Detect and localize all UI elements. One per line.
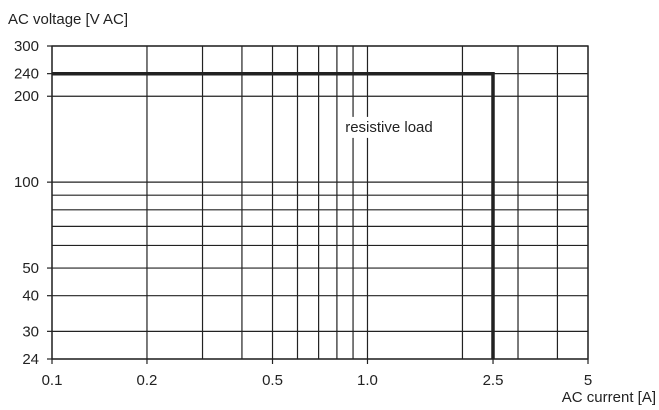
x-tick-labels: 0.1 0.2 0.5 1.0 2.5 5 <box>42 359 592 389</box>
y-tick-label: 24 <box>22 351 39 368</box>
x-tick-label: 0.2 <box>137 372 158 389</box>
y-tick-label: 40 <box>22 288 39 305</box>
y-tick-label: 100 <box>14 174 39 191</box>
series-line <box>52 71 495 359</box>
x-tick-label: 2.5 <box>483 372 504 389</box>
annotations: resistive load <box>341 116 437 138</box>
x-tick-label: 5 <box>584 372 592 389</box>
series-lines <box>52 71 495 359</box>
x-tick-label: 0.1 <box>42 372 63 389</box>
y-tick-label: 50 <box>22 260 39 277</box>
gridlines <box>51 45 589 360</box>
y-axis-title: AC voltage [V AC] <box>8 11 128 28</box>
y-tick-label: 30 <box>22 323 39 340</box>
x-tick-label: 0.5 <box>262 372 283 389</box>
annotation-label: resistive load <box>345 119 433 136</box>
y-tick-label: 300 <box>14 38 39 55</box>
y-tick-label: 240 <box>14 66 39 83</box>
x-tick-label: 1.0 <box>357 372 378 389</box>
x-axis-title: AC current [A] <box>562 389 656 406</box>
plot-border <box>51 45 589 360</box>
y-tick-label: 200 <box>14 88 39 105</box>
y-tick-labels: 300 240 200 100 50 40 30 24 <box>14 38 52 368</box>
annotation-background <box>341 116 437 138</box>
plot-frame <box>51 45 589 360</box>
